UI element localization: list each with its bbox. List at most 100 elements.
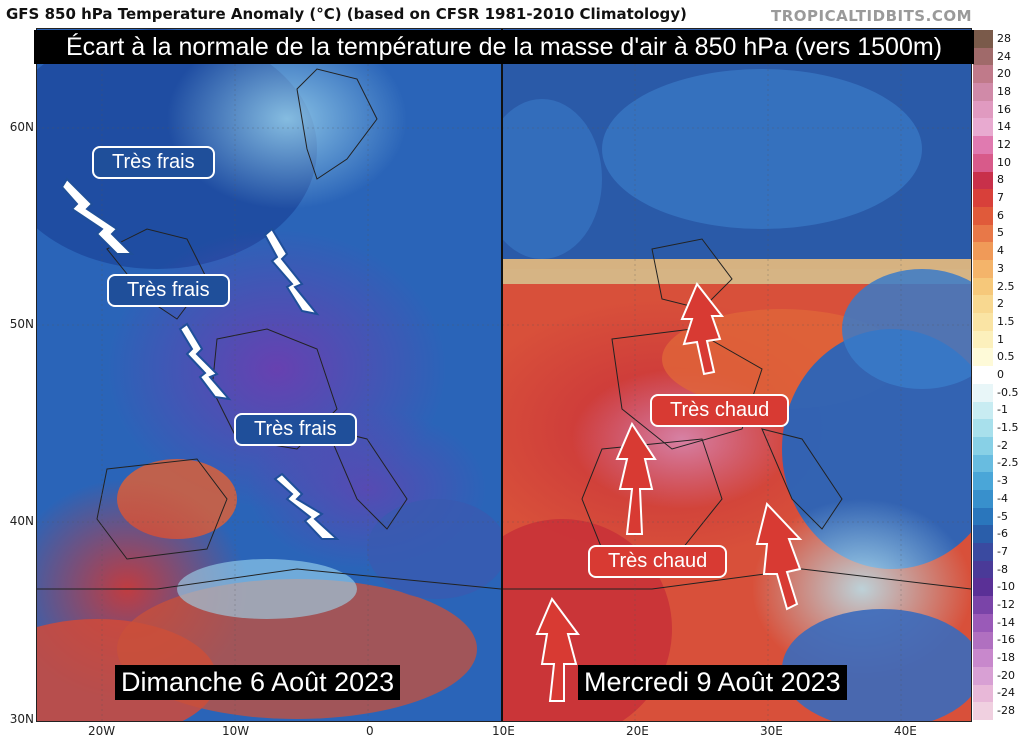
colorbar-label: 2 xyxy=(997,297,1004,311)
colorbar-cell xyxy=(973,684,993,703)
colorbar-label: 0.5 xyxy=(997,350,1015,364)
colorbar-cell xyxy=(973,490,993,509)
label-tres-frais: Très frais xyxy=(234,413,357,446)
colorbar-label: -3 xyxy=(997,474,1008,488)
lat-tick: 60N xyxy=(9,120,34,134)
colorbar-label: -28 xyxy=(997,704,1015,718)
map-panel-left: Très frais Très frais Très frais Dimanch… xyxy=(37,29,501,721)
colorbar-label: -1 xyxy=(997,403,1008,417)
colorbar-label: -8 xyxy=(997,562,1008,576)
colorbar-cell xyxy=(973,436,993,456)
colorbar-label: -6 xyxy=(997,527,1008,541)
arrow-icon xyxy=(178,322,232,401)
colorbar-cell xyxy=(973,136,993,155)
colorbar-cell xyxy=(973,560,993,579)
colorbar-label: 20 xyxy=(997,67,1011,81)
colorbar-label: 6 xyxy=(997,208,1004,222)
label-tres-chaud: Très chaud xyxy=(588,545,728,578)
colorbar-label: -7 xyxy=(997,544,1008,558)
colorbar-label: 18 xyxy=(997,84,1011,98)
colorbar-cell xyxy=(973,206,993,226)
colorbar-cell xyxy=(973,313,993,332)
colorbar-cell xyxy=(973,100,993,119)
arrow-icon xyxy=(680,282,725,376)
colorbar-cell xyxy=(973,118,993,137)
colorbar-cell xyxy=(973,543,993,562)
map-panel-right: Très chaud Très chaud Mercredi 9 Août 20… xyxy=(502,29,971,721)
colorbar-cell xyxy=(973,47,993,66)
lon-tick: 20W xyxy=(88,724,116,738)
lat-tick: 50N xyxy=(9,317,34,331)
colorbar-cell xyxy=(973,383,993,403)
date-label-left: Dimanche 6 Août 2023 xyxy=(115,665,401,700)
colorbar-label: -24 xyxy=(997,686,1015,700)
arrow-icon xyxy=(263,227,320,316)
colorbar-label: 5 xyxy=(997,226,1004,240)
colorbar xyxy=(973,30,993,721)
colorbar-cell xyxy=(973,30,993,49)
colorbar-label: 10 xyxy=(997,155,1011,169)
label-tres-frais: Très frais xyxy=(92,146,215,179)
colorbar-label: 24 xyxy=(997,49,1011,63)
colorbar-cell xyxy=(973,419,993,438)
colorbar-label: 1 xyxy=(997,332,1004,346)
colorbar-cell xyxy=(973,666,993,686)
colorbar-cell xyxy=(973,242,993,261)
colorbar-cell xyxy=(973,613,993,633)
colorbar-cell xyxy=(973,366,993,385)
lon-tick: 0 xyxy=(366,724,374,738)
colorbar-cell xyxy=(973,224,993,243)
label-tres-chaud: Très chaud xyxy=(650,394,790,427)
arrow-icon xyxy=(535,597,580,702)
colorbar-label: 3 xyxy=(997,261,1004,275)
lon-tick: 20E xyxy=(626,724,649,738)
colorbar-label: 2.5 xyxy=(997,279,1015,293)
lat-tick: 40N xyxy=(9,514,34,528)
colorbar-label: -1.5 xyxy=(997,421,1019,435)
lon-tick: 10W xyxy=(222,724,250,738)
colorbar-cell xyxy=(973,260,993,279)
colorbar-label: 8 xyxy=(997,173,1004,187)
colorbar-label: 4 xyxy=(997,244,1004,258)
label-tres-frais: Très frais xyxy=(107,274,230,307)
colorbar-cell xyxy=(973,702,993,721)
colorbar-label: -2 xyxy=(997,438,1008,452)
colorbar-label: -4 xyxy=(997,491,1008,505)
colorbar-cell xyxy=(973,295,993,314)
colorbar-label: 0 xyxy=(997,368,1004,381)
map-frame: Très frais Très frais Très frais Dimanch… xyxy=(36,28,972,722)
colorbar-cell xyxy=(973,348,993,367)
colorbar-label: 14 xyxy=(997,120,1011,134)
colorbar-label: -18 xyxy=(997,651,1015,665)
colorbar-cell xyxy=(973,83,993,102)
colorbar-label: -14 xyxy=(997,615,1015,629)
colorbar-cell xyxy=(973,507,993,526)
colorbar-label: 28 xyxy=(997,31,1011,45)
arrow-icon xyxy=(60,177,135,255)
colorbar-label: -12 xyxy=(997,598,1015,611)
colorbar-cell xyxy=(973,578,993,597)
colorbar-label: -20 xyxy=(997,668,1015,682)
date-label-right: Mercredi 9 Août 2023 xyxy=(578,665,847,700)
colorbar-label: -2.5 xyxy=(997,456,1019,470)
lon-tick: 10E xyxy=(492,724,515,738)
colorbar-cell xyxy=(973,472,993,491)
colorbar-label: 16 xyxy=(997,102,1011,116)
watermark: TROPICALTIDBITS.COM xyxy=(771,7,972,25)
colorbar-cell xyxy=(973,649,993,668)
arrow-icon xyxy=(615,421,657,535)
colorbar-label: 1.5 xyxy=(997,314,1015,328)
lat-tick: 30N xyxy=(9,712,34,726)
colorbar-label: -5 xyxy=(997,509,1008,523)
anomaly-map-right xyxy=(502,29,971,721)
colorbar-cell xyxy=(973,401,993,420)
colorbar-cell xyxy=(973,171,993,190)
lon-tick: 30E xyxy=(760,724,783,738)
colorbar-cell xyxy=(973,525,993,544)
colorbar-label: -16 xyxy=(997,633,1015,647)
colorbar-cell xyxy=(973,277,993,296)
colorbar-cell xyxy=(973,596,993,615)
main-title: Écart à la normale de la température de … xyxy=(34,30,974,64)
colorbar-label: -10 xyxy=(997,580,1015,594)
colorbar-cell xyxy=(973,330,993,349)
